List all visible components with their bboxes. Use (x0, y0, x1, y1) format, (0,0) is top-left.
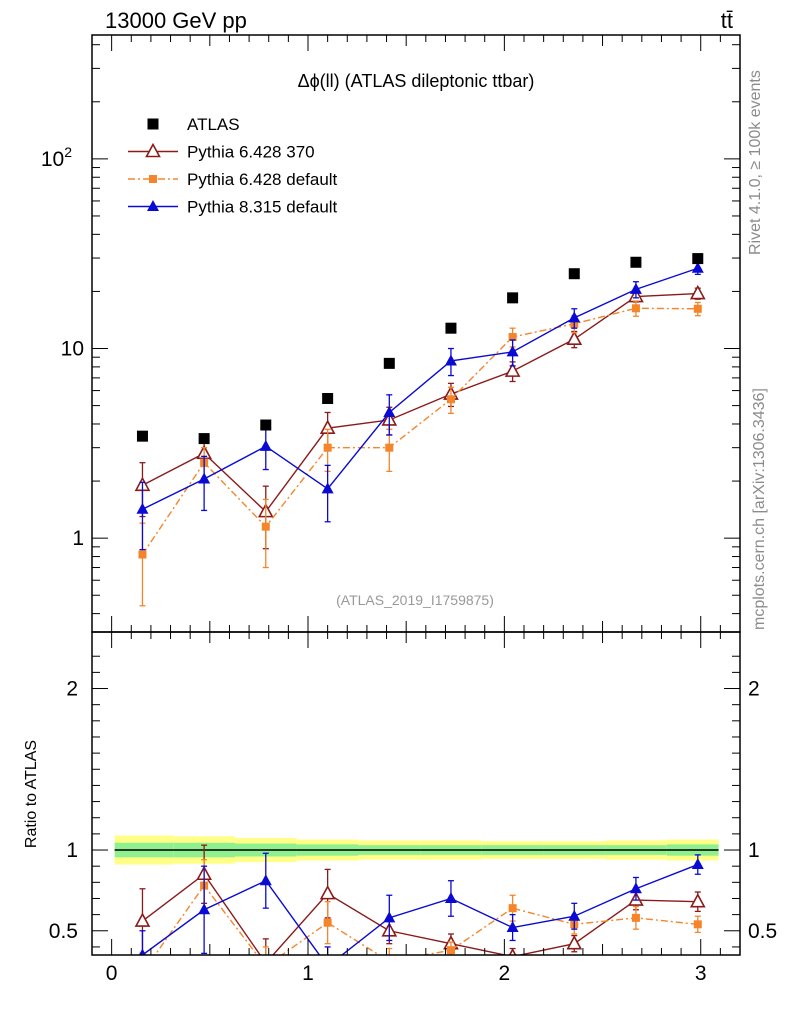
data-point (444, 354, 457, 366)
top-panel-series (134, 253, 706, 607)
ratio-panel-ticks: 0.5 0.5 1 1 2 2 (49, 632, 777, 955)
ratio-series-line (142, 863, 699, 955)
data-point (446, 395, 455, 404)
ratio-point (322, 960, 334, 971)
data-point (507, 292, 519, 304)
series-line (142, 292, 698, 513)
ratio-point (506, 921, 519, 933)
data-point (322, 393, 334, 405)
legend-label: Pythia 6.428 default (187, 170, 338, 189)
data-point (568, 268, 580, 280)
analysis-label: (ATLAS_2019_I1759875) (336, 592, 494, 608)
ratio-series-line (142, 873, 698, 955)
ratio-point (262, 962, 270, 970)
legend-marker (147, 118, 159, 130)
ratio-series-line (154, 884, 698, 955)
legend-label: Pythia 8.315 default (187, 198, 338, 217)
legend-marker (149, 175, 157, 183)
data-point (568, 311, 581, 323)
data-point (260, 419, 272, 431)
series-line (141, 307, 698, 555)
ratio-point (693, 920, 702, 929)
ratio-y-tick-label-right: 1 (748, 839, 760, 862)
ratio-point (383, 911, 396, 923)
data-point (321, 482, 334, 494)
data-point (693, 304, 702, 313)
ratio-point (446, 946, 455, 955)
data-point (198, 472, 211, 484)
legend-label: ATLAS (187, 115, 240, 134)
legend: ATLAS Pythia 6.428 370 Pythia 6.428 defaul… (128, 115, 338, 217)
ratio-axis-label: Ratio to ATLAS (23, 740, 40, 848)
ratio-point (198, 903, 211, 915)
rivet-version-label: Rivet 4.1.0, ≥ 100k events (747, 70, 764, 255)
data-point (385, 443, 394, 452)
ratio-y-tick-label-left: 0.5 (49, 920, 78, 943)
ratio-point (259, 874, 272, 886)
x-tick-label: 1 (302, 962, 314, 985)
ratio-point (265, 954, 267, 955)
ratio-y-tick-label-right: 0.5 (748, 920, 777, 943)
data-point (692, 253, 704, 265)
plot-title: Δϕ(ll) (ATLAS dileptonic ttbar) (298, 71, 535, 91)
x-tick-label: 3 (695, 962, 707, 985)
data-point (630, 256, 642, 268)
data-point (566, 330, 583, 345)
ratio-y-tick-label-right: 2 (748, 678, 760, 701)
ratio-point (508, 947, 517, 955)
ratio-point (631, 913, 640, 922)
data-point (631, 304, 640, 313)
data-point (198, 433, 210, 445)
y-tick-exponent: 2 (64, 144, 72, 160)
header-process-label: tt̄ (721, 8, 733, 33)
ratio-y-tick-label-left: 1 (66, 839, 78, 862)
data-point (138, 550, 147, 559)
ratio-point (323, 918, 332, 927)
data-point (508, 333, 517, 342)
data-point (261, 522, 270, 531)
ratio-point (629, 882, 642, 894)
data-point (136, 502, 149, 514)
data-point (445, 322, 457, 334)
ratio-y-tick-label-left: 2 (66, 678, 78, 701)
ratio-panel-series (134, 844, 706, 977)
data-point (504, 362, 521, 377)
source-label: mcplots.cern.ch [arXiv:1306.3436] (751, 388, 768, 630)
data-point (691, 261, 704, 273)
ratio-point (568, 909, 581, 921)
data-point (323, 443, 332, 452)
legend-label: Pythia 6.428 370 (187, 143, 315, 162)
data-point (383, 357, 395, 369)
ratio-point (508, 904, 517, 913)
ratio-point (566, 935, 583, 950)
ratio-panel-frame (91, 631, 741, 956)
ratio-point (134, 912, 151, 927)
ratio-point (138, 969, 146, 977)
ratio-point (691, 858, 704, 870)
y-tick-label: 1 (72, 527, 84, 550)
x-tick-label: 2 (499, 962, 511, 985)
x-tick-label: 0 (106, 962, 118, 985)
data-point (629, 282, 642, 294)
ratio-point (689, 893, 706, 908)
legend-marker (145, 142, 161, 158)
top-panel-ticks: 1 10 102 (41, 35, 740, 632)
data-point (136, 430, 148, 442)
data-point (506, 345, 519, 357)
series-line (142, 267, 699, 510)
data-point (689, 284, 706, 300)
x-axis-labels: 0 1 2 3 (106, 962, 707, 985)
y-tick-label: 102 (41, 144, 72, 171)
ratio-point (385, 957, 393, 965)
y-tick-label: 10 (61, 338, 84, 361)
ratio-point (319, 884, 336, 900)
data-point (259, 439, 272, 451)
header-energy-label: 13000 GeV pp (105, 8, 247, 33)
legend-marker (147, 200, 159, 211)
data-point (383, 405, 396, 417)
ratio-point (444, 891, 457, 903)
ratio-point (138, 948, 147, 955)
